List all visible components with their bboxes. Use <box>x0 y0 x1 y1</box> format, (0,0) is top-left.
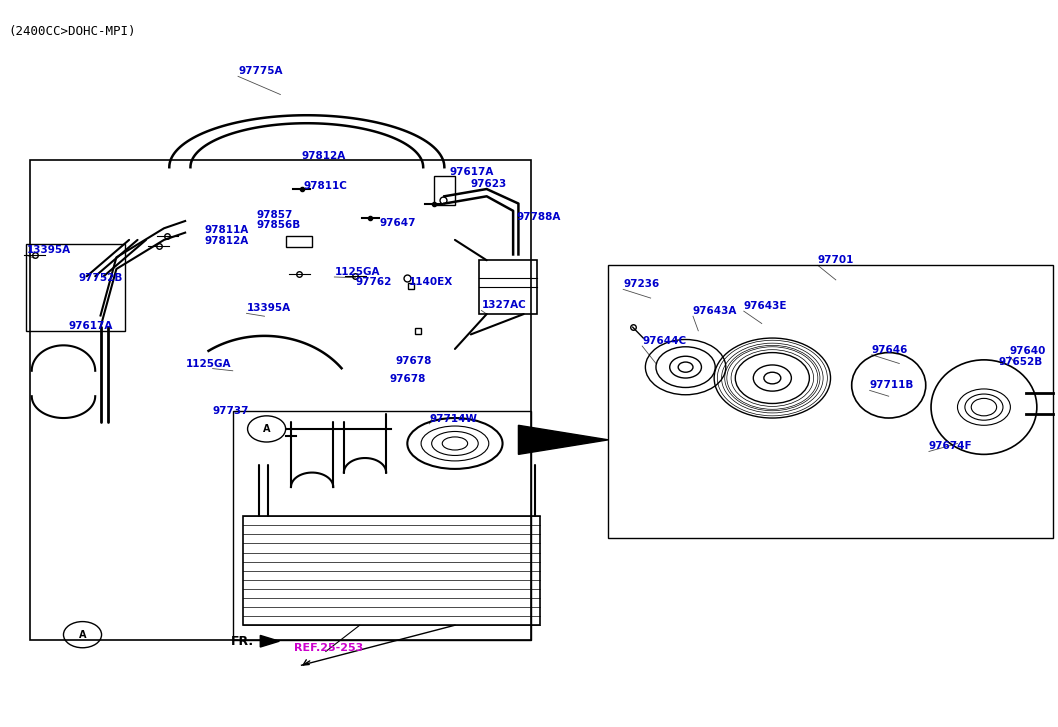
Text: 97711B: 97711B <box>870 380 914 390</box>
Bar <box>434 176 455 205</box>
Text: 97617A: 97617A <box>450 166 494 177</box>
Polygon shape <box>518 425 608 454</box>
Text: 97737: 97737 <box>213 406 249 416</box>
Text: 1327AC: 1327AC <box>481 300 526 310</box>
Text: REF.25-253: REF.25-253 <box>294 643 363 653</box>
Text: 97856B: 97856B <box>256 220 300 230</box>
Text: 97812A: 97812A <box>302 151 346 161</box>
Text: 97775A: 97775A <box>238 66 282 76</box>
Text: A: A <box>262 424 271 434</box>
Text: 97714W: 97714W <box>430 414 477 424</box>
Text: 97811A: 97811A <box>204 225 249 235</box>
Text: 97640: 97640 <box>1009 346 1045 356</box>
Text: 1140EX: 1140EX <box>408 277 453 287</box>
Text: 97812A: 97812A <box>204 236 249 246</box>
Text: 13395A: 13395A <box>26 245 71 255</box>
Text: 97752B: 97752B <box>78 273 123 283</box>
Text: 97623: 97623 <box>471 179 507 189</box>
Text: 97788A: 97788A <box>516 212 561 222</box>
Text: A: A <box>78 630 87 640</box>
Text: 97617A: 97617A <box>69 321 113 331</box>
Text: 97643A: 97643A <box>693 306 737 316</box>
Text: 97644C: 97644C <box>642 336 687 346</box>
Text: 97678: 97678 <box>389 374 425 384</box>
Text: (2400CC>DOHC-MPI): (2400CC>DOHC-MPI) <box>8 25 136 39</box>
Text: FR.: FR. <box>231 635 254 648</box>
Text: 97762: 97762 <box>355 277 391 287</box>
Text: 1125GA: 1125GA <box>186 358 232 369</box>
Text: 1125GA: 1125GA <box>334 267 380 277</box>
Text: 97236: 97236 <box>623 279 659 289</box>
Text: 97674F: 97674F <box>929 441 972 451</box>
Polygon shape <box>260 635 279 647</box>
Text: 97678: 97678 <box>396 356 432 366</box>
Text: 97811C: 97811C <box>304 181 347 191</box>
Text: 13395A: 13395A <box>247 303 291 313</box>
Text: 97647: 97647 <box>380 218 416 228</box>
Bar <box>286 236 312 247</box>
Text: 97701: 97701 <box>818 255 854 265</box>
Text: 97652B: 97652B <box>999 357 1043 367</box>
Text: 97646: 97646 <box>872 345 908 355</box>
Text: 97643E: 97643E <box>744 301 787 311</box>
Text: 97857: 97857 <box>256 209 292 220</box>
